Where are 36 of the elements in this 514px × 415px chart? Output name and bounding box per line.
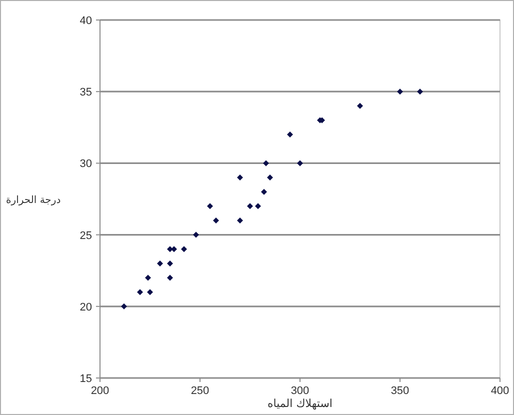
point: [397, 88, 403, 95]
x-tick-label: 250: [190, 385, 210, 397]
point: [255, 203, 261, 210]
point: [213, 217, 219, 224]
point: [297, 160, 303, 166]
y-tick-label: 15: [80, 373, 92, 385]
point: [207, 203, 213, 210]
x-tick-label: 400: [490, 385, 510, 397]
point: [167, 260, 173, 266]
point: [261, 188, 267, 195]
y-tick-label: 40: [80, 15, 92, 27]
point: [357, 102, 363, 109]
point: [147, 289, 153, 296]
point: [137, 289, 143, 296]
point: [237, 174, 243, 181]
point: [263, 160, 269, 166]
y-tick-label: 30: [80, 158, 92, 170]
point: [417, 88, 423, 95]
y-tick-label: 20: [80, 301, 92, 314]
point: [121, 303, 127, 310]
y-tick-label: 35: [80, 86, 92, 99]
x-tick-label: 350: [390, 385, 410, 397]
point: [181, 246, 187, 252]
point: [145, 274, 151, 281]
x-axis-title: استهلاك المياه: [268, 397, 332, 410]
y-tick-label: 25: [80, 230, 92, 242]
x-tick-label: 200: [90, 385, 110, 397]
point: [167, 274, 173, 281]
point: [287, 132, 293, 138]
point: [193, 232, 199, 238]
point: [247, 203, 253, 210]
y-axis-title: درجة الحرارة: [6, 195, 61, 206]
point: [267, 174, 273, 181]
point: [237, 217, 243, 224]
point: [157, 260, 163, 266]
x-tick-label: 300: [290, 385, 310, 397]
